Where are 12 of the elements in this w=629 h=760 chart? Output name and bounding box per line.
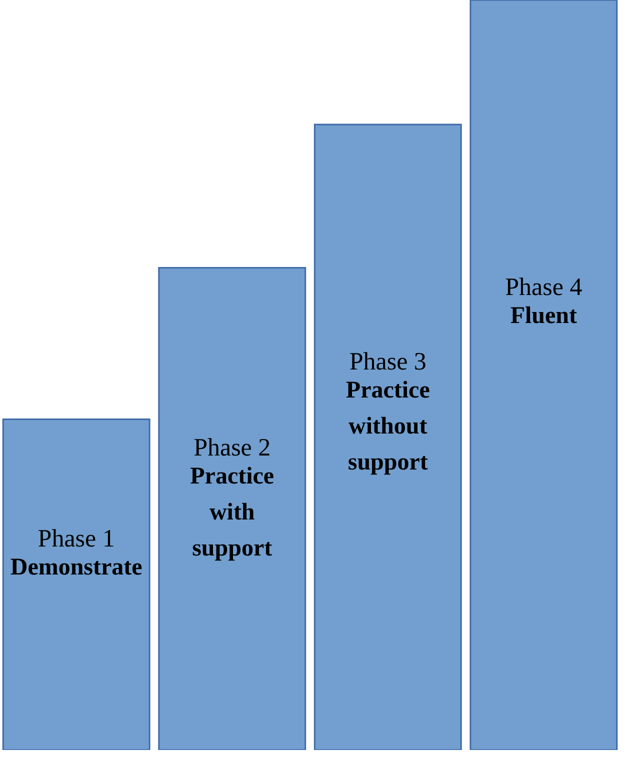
annotation: Demonstrate bbox=[10, 554, 143, 581]
bar bbox=[158, 267, 306, 750]
bar bbox=[470, 0, 618, 750]
x-tick-label: Phase 2 bbox=[194, 434, 271, 462]
annotation: Fluent bbox=[510, 303, 578, 329]
annotation: Practice with support bbox=[190, 464, 274, 562]
annotation: Practice without support bbox=[346, 378, 430, 476]
x-tick-label: Phase 3 bbox=[349, 348, 426, 376]
bar bbox=[314, 124, 462, 750]
bar bbox=[2, 418, 150, 750]
x-tick-label: Phase 1 bbox=[38, 526, 115, 553]
x-tick-label: Phase 4 bbox=[505, 274, 583, 301]
